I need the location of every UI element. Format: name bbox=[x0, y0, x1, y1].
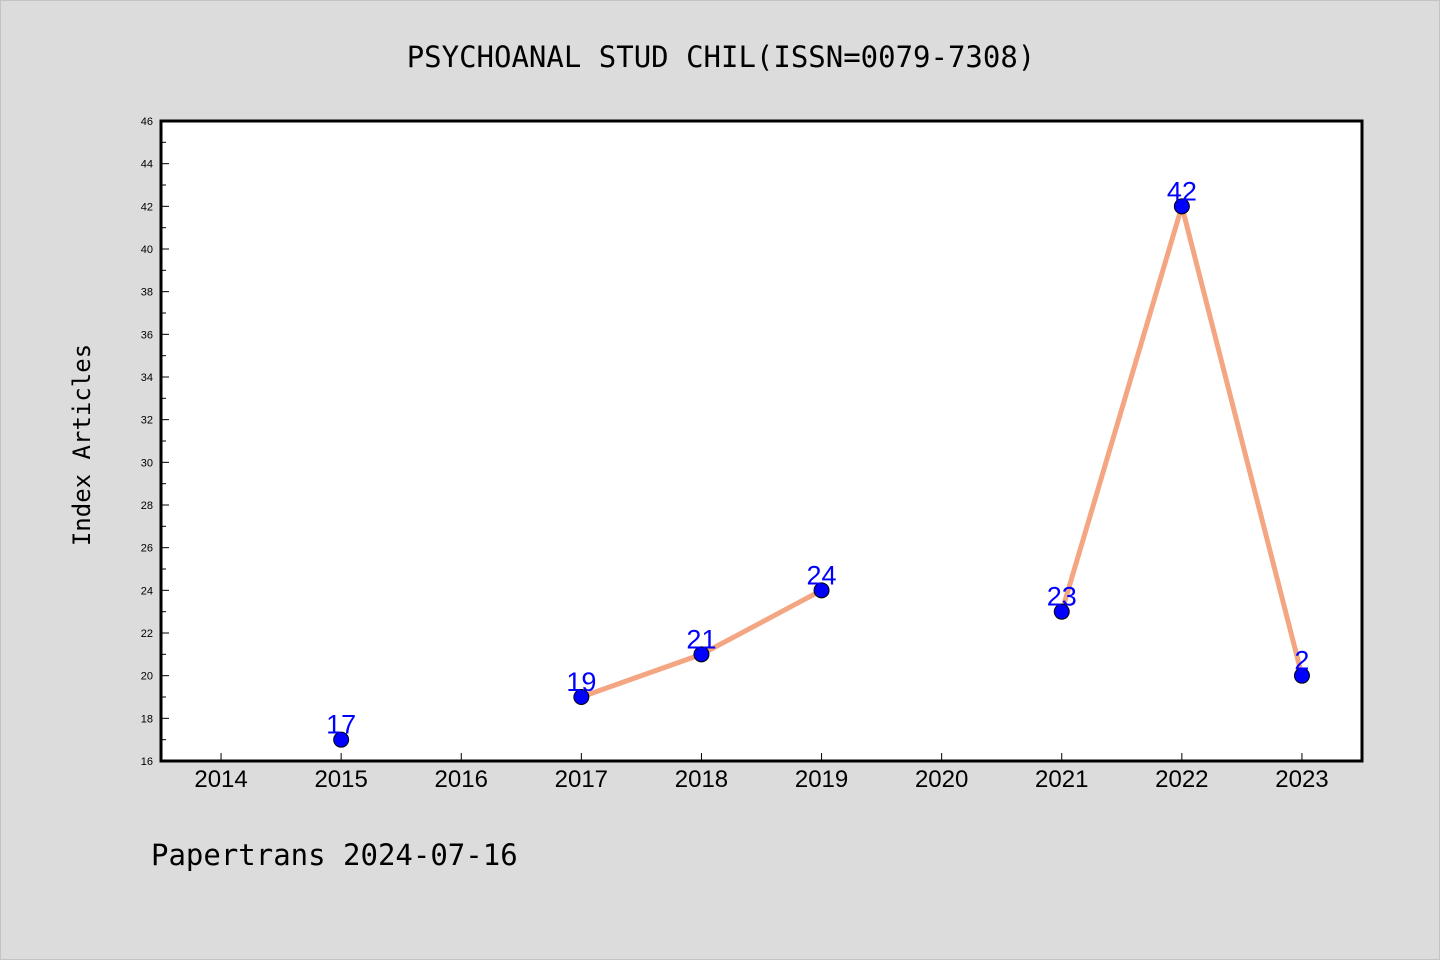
x-tick-label: 2015 bbox=[314, 766, 367, 793]
data-labels: 17 19 21 24 23 42 2 bbox=[326, 176, 1309, 739]
x-tick-label: 2019 bbox=[795, 766, 848, 793]
data-point bbox=[1173, 198, 1190, 215]
plot-area bbox=[161, 121, 1362, 761]
x-tick-labels: 2014 2015 2016 2017 2018 2019 2020 2021 2022 2023 bbox=[194, 766, 1328, 793]
y-tick-label: 46 bbox=[141, 116, 153, 128]
data-point bbox=[813, 582, 830, 599]
data-label: 17 bbox=[326, 710, 356, 740]
x-tick-label: 2017 bbox=[555, 766, 608, 793]
y-tick-label: 40 bbox=[141, 244, 153, 256]
y-tick-label: 20 bbox=[141, 671, 153, 683]
y-tick-label: 36 bbox=[141, 329, 153, 341]
footer-credit: Papertrans 2024-07-16 bbox=[151, 838, 518, 872]
y-tick-label: 24 bbox=[141, 585, 153, 597]
data-label: 23 bbox=[1047, 582, 1077, 612]
y-tick-label: 26 bbox=[141, 543, 153, 555]
y-tick-label: 16 bbox=[141, 756, 153, 768]
x-tick-label: 2020 bbox=[915, 766, 968, 793]
data-label: 19 bbox=[566, 667, 596, 697]
plot-frame bbox=[159, 119, 1364, 763]
y-tick-label: 30 bbox=[141, 457, 153, 469]
y-tick-labels: 16 18 20 22 24 26 28 30 32 34 36 38 40 42 44 46 bbox=[141, 116, 153, 768]
data-label: 24 bbox=[807, 560, 837, 590]
x-tick-label: 2021 bbox=[1035, 766, 1088, 793]
x-tick-label: 2022 bbox=[1155, 766, 1208, 793]
y-tick-label: 34 bbox=[141, 372, 153, 384]
x-tick-label: 2018 bbox=[675, 766, 728, 793]
y-tick-label: 38 bbox=[141, 287, 153, 299]
chart-title: PSYCHOANAL STUD CHIL(ISSN=0079-7308) bbox=[407, 40, 1036, 74]
y-tick-label: 44 bbox=[141, 159, 153, 171]
y-tick-label: 32 bbox=[141, 415, 153, 427]
y-tick-label: 22 bbox=[141, 628, 153, 640]
y-tick-label: 42 bbox=[141, 201, 153, 213]
data-label: 42 bbox=[1167, 176, 1197, 206]
data-point bbox=[573, 689, 590, 705]
y-tick-label: 18 bbox=[141, 713, 153, 725]
x-tick-label: 2016 bbox=[435, 766, 488, 793]
y-tick-label: 28 bbox=[141, 500, 153, 512]
data-point bbox=[333, 731, 350, 748]
data-point bbox=[1293, 667, 1310, 684]
x-tick-label: 2023 bbox=[1275, 766, 1328, 793]
data-point bbox=[1053, 603, 1070, 620]
data-label: 21 bbox=[686, 624, 716, 654]
data-label: 2 bbox=[1294, 646, 1309, 676]
x-tick-label: 2014 bbox=[194, 766, 247, 793]
y-axis-label: Index Articles bbox=[68, 344, 96, 546]
data-markers bbox=[333, 198, 1310, 748]
data-point bbox=[693, 646, 710, 663]
